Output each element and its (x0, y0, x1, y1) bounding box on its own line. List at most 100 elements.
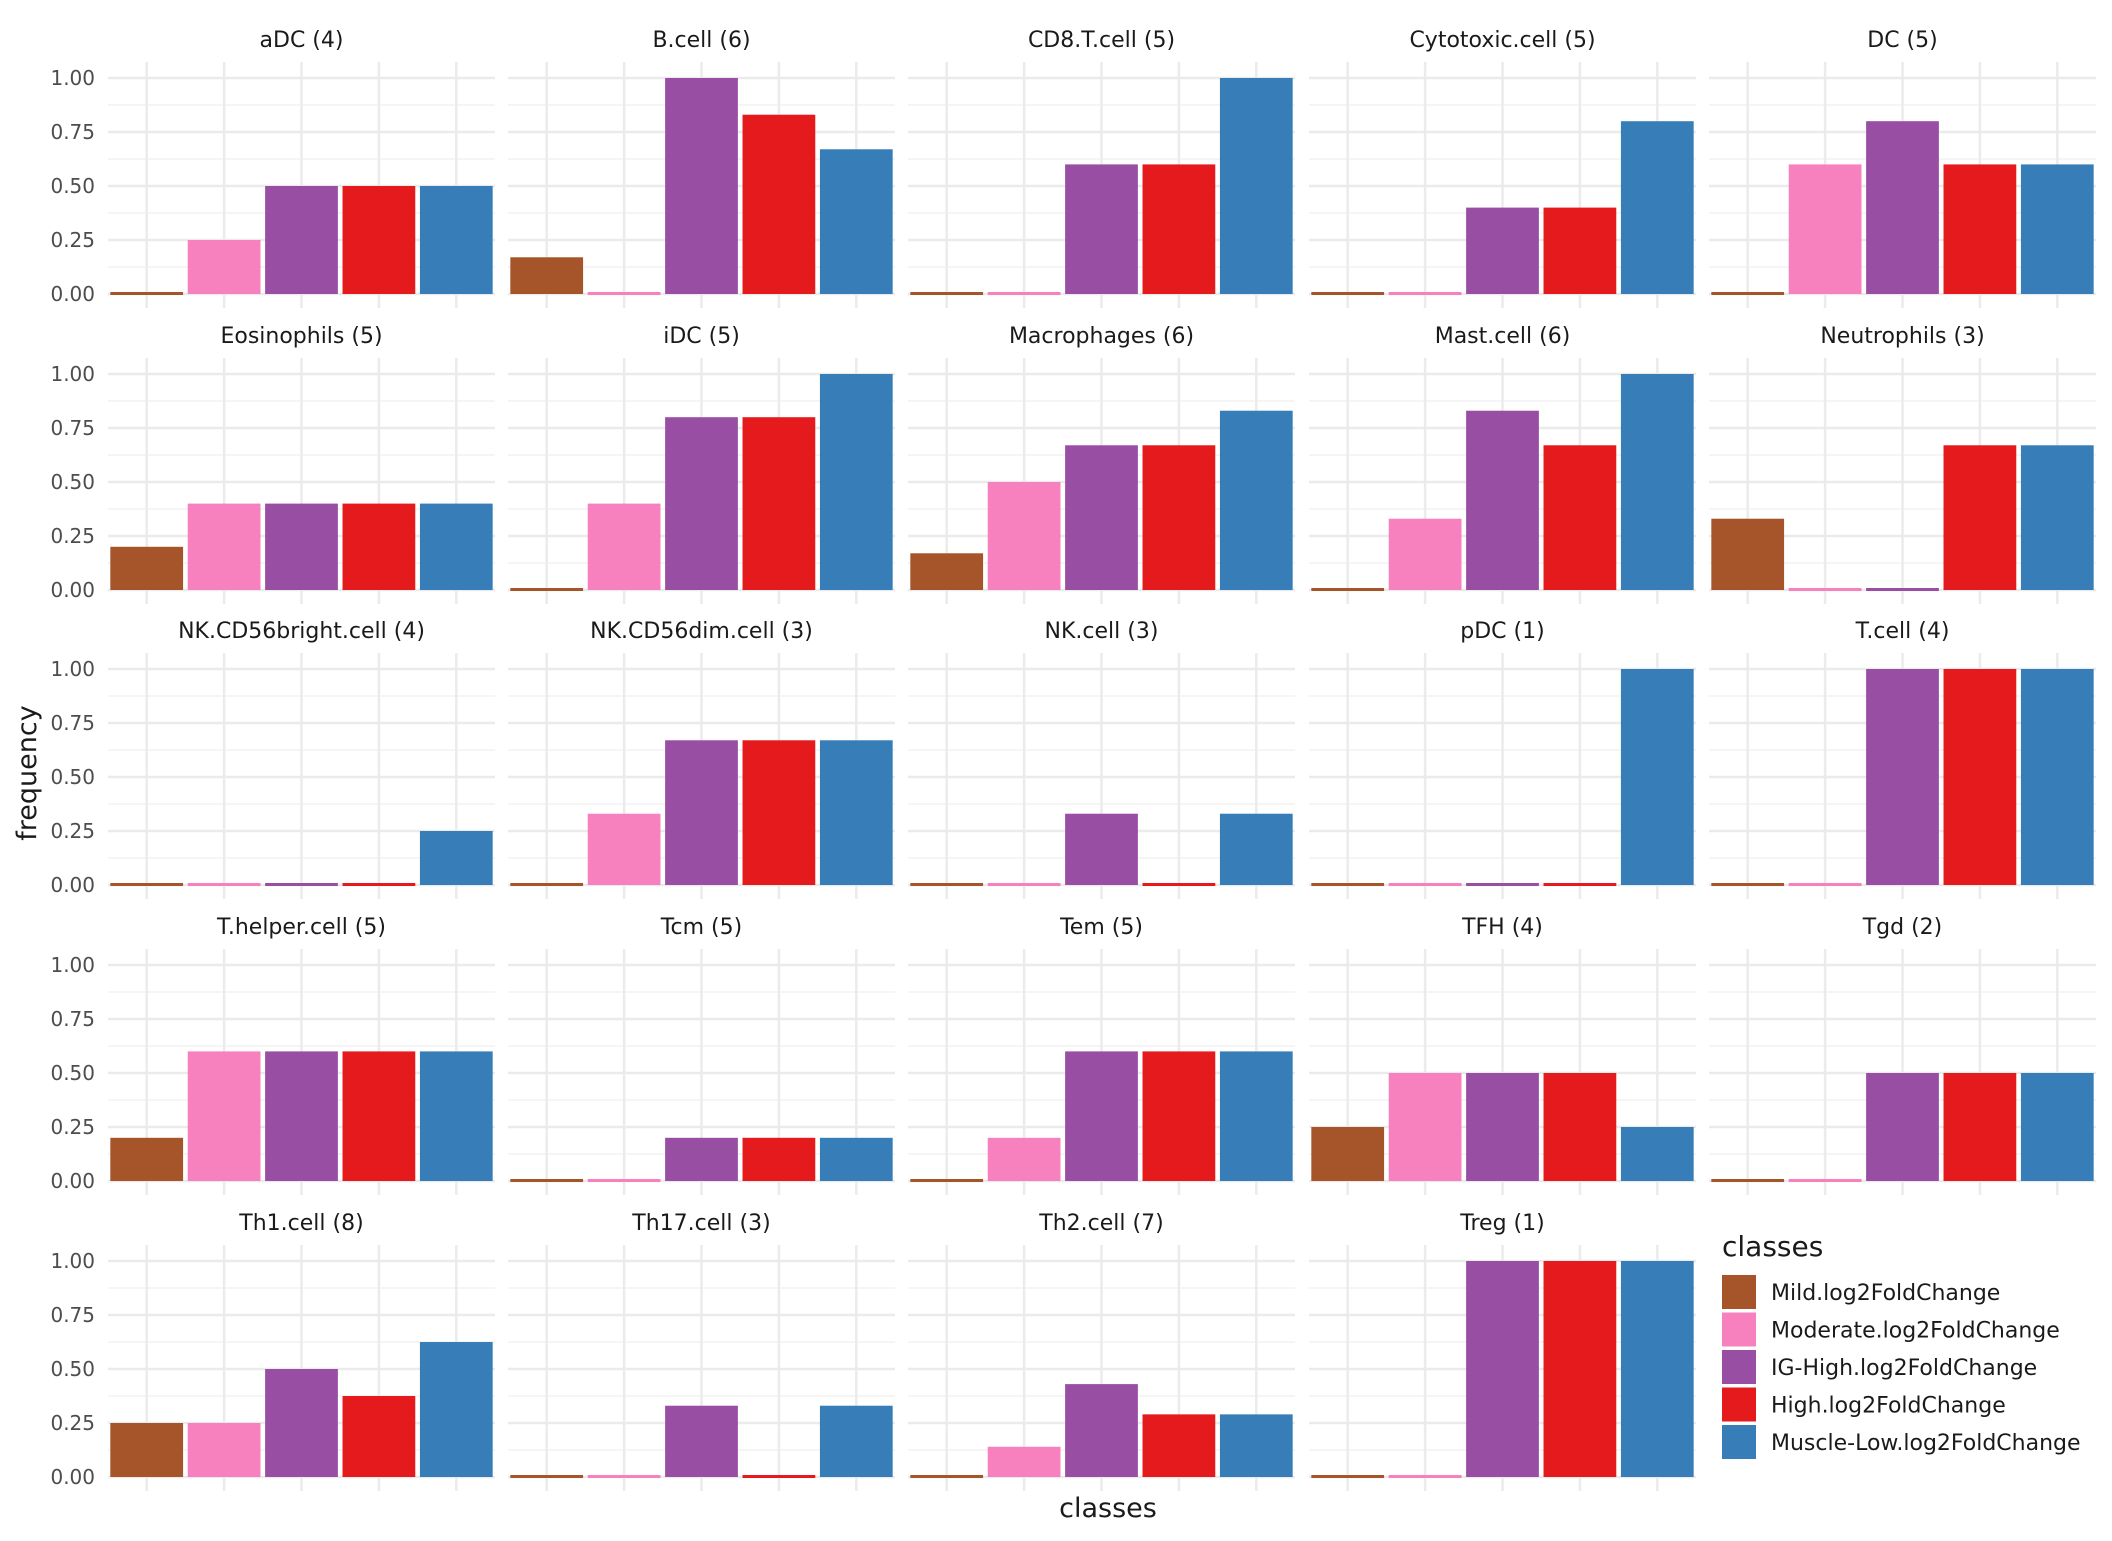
bar (1142, 1051, 1216, 1181)
bar (2020, 1073, 2094, 1181)
y-tick-label: 0.25 (50, 524, 95, 548)
panel-title: iDC (5) (663, 324, 740, 349)
y-tick-label: 0.75 (50, 120, 95, 144)
bar (1543, 445, 1617, 590)
bar (342, 883, 416, 886)
bar (1388, 1475, 1462, 1478)
bar (1943, 445, 2017, 590)
legend-label: Muscle-Low.log2FoldChange (1771, 1431, 2081, 1456)
panel-title: Tgd (2) (1862, 915, 1943, 940)
panel-title: Tcm (5) (660, 915, 742, 940)
bar (419, 1342, 493, 1477)
bar (987, 1446, 1061, 1477)
panel-title: CD8.T.cell (5) (1028, 28, 1175, 53)
bar (819, 149, 893, 294)
bar (587, 503, 661, 590)
bar (1466, 207, 1539, 294)
bar (987, 292, 1061, 295)
y-tick-label: 0.75 (50, 416, 95, 440)
panel-title: aDC (4) (260, 28, 344, 53)
bar (510, 1475, 584, 1478)
bar (819, 1137, 893, 1181)
bar (187, 240, 261, 294)
panel-title: DC (5) (1867, 28, 1937, 53)
bar (1866, 588, 1939, 591)
panel-title: Cytotoxic.cell (5) (1409, 28, 1595, 53)
bar (419, 503, 493, 590)
bar (1466, 410, 1539, 590)
y-tick-label: 0.25 (50, 1411, 95, 1435)
bar (910, 1179, 984, 1182)
panel-title: pDC (1) (1460, 619, 1544, 644)
bar (1543, 1073, 1617, 1181)
y-tick-label: 1.00 (50, 657, 95, 681)
bar (2020, 164, 2094, 294)
bar (1311, 1475, 1385, 1478)
bar (987, 482, 1061, 590)
y-tick-label: 0.75 (50, 1007, 95, 1031)
legend-label: Moderate.log2FoldChange (1771, 1319, 2060, 1344)
panel-title: T.cell (4) (1855, 619, 1950, 644)
bar (587, 1179, 661, 1182)
bar (1388, 883, 1462, 886)
bar (1311, 1127, 1385, 1181)
bar (1466, 883, 1539, 886)
bar (510, 588, 584, 591)
bar (1788, 164, 1862, 294)
bar (510, 257, 584, 294)
legend-key (1722, 1350, 1756, 1384)
bar (819, 1405, 893, 1477)
bar (587, 813, 661, 885)
bar (342, 503, 416, 590)
legend-title: classes (1722, 1230, 1823, 1263)
bar (1711, 1179, 1785, 1182)
bar (1065, 813, 1138, 885)
bar (1311, 292, 1385, 295)
y-axis-title: frequency (12, 705, 43, 840)
panel-title: Macrophages (6) (1009, 324, 1194, 349)
y-tick-label: 0.50 (50, 765, 95, 789)
y-tick-label: 0.25 (50, 1115, 95, 1139)
legend-key (1722, 1387, 1756, 1422)
legend-label: Mild.log2FoldChange (1771, 1281, 2000, 1306)
y-tick-label: 1.00 (50, 953, 95, 977)
bar (110, 546, 184, 590)
bar (110, 883, 184, 886)
bar (187, 503, 261, 590)
bar (1620, 374, 1694, 590)
bar (910, 1475, 984, 1478)
y-tick-label: 0.00 (50, 282, 95, 306)
bar (265, 1369, 338, 1477)
bar (1711, 883, 1785, 886)
bar (1219, 78, 1293, 294)
bar (819, 740, 893, 885)
bar (1711, 292, 1785, 295)
bar (742, 114, 816, 294)
bar (187, 1423, 261, 1477)
bar (1543, 883, 1617, 886)
y-tick-label: 0.50 (50, 174, 95, 198)
bar (665, 740, 738, 885)
bar (1219, 410, 1293, 590)
bar (1943, 669, 2017, 885)
bar (187, 1051, 261, 1181)
bar (265, 503, 338, 590)
y-tick-label: 0.25 (50, 819, 95, 843)
bar (1388, 292, 1462, 295)
bar (910, 883, 984, 886)
bar (1142, 1414, 1216, 1477)
bar (2020, 445, 2094, 590)
bar (1620, 1127, 1694, 1181)
bar (1866, 1073, 1939, 1181)
bar (1065, 1051, 1138, 1181)
y-tick-label: 0.50 (50, 470, 95, 494)
bar (1620, 669, 1694, 885)
bar (1711, 518, 1785, 590)
bar (265, 186, 338, 294)
bar (342, 1396, 416, 1477)
y-tick-label: 0.00 (50, 578, 95, 602)
bar (419, 1051, 493, 1181)
legend-label: IG-High.log2FoldChange (1771, 1356, 2037, 1381)
y-tick-label: 1.00 (50, 66, 95, 90)
